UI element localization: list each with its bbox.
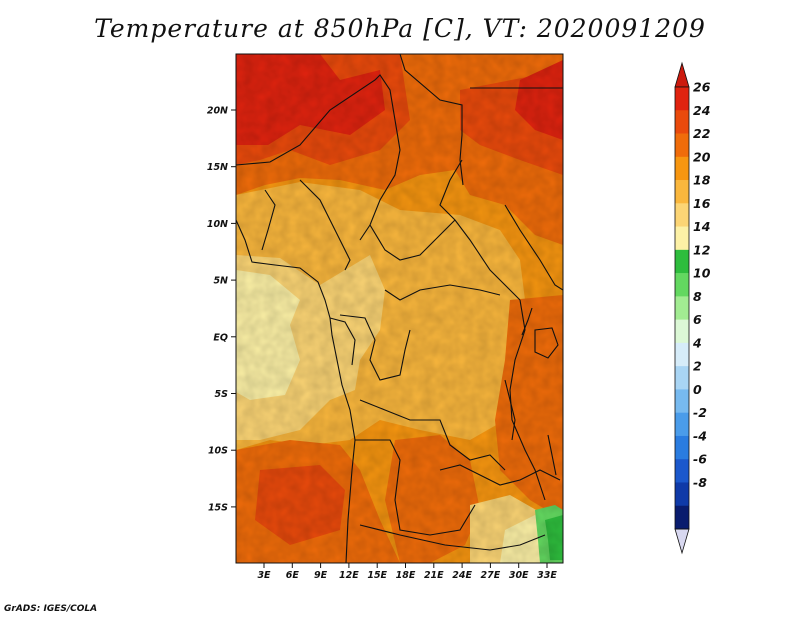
lon-label: 24E <box>452 570 472 581</box>
colorbar-segment <box>675 505 689 530</box>
temperature-field <box>236 54 563 563</box>
country-borders <box>236 54 563 563</box>
lat-label: 10N <box>207 219 228 230</box>
lat-label: 20N <box>207 106 228 117</box>
lake-albert <box>521 307 533 336</box>
colorbar-under-arrow <box>674 528 690 555</box>
colorbar-over-arrow <box>674 61 690 88</box>
lat-label: 5S <box>215 389 229 400</box>
colorbar-label: 20 <box>693 149 711 164</box>
border-horn <box>504 204 563 291</box>
border-gabon <box>329 317 356 366</box>
colorbar-label: -4 <box>693 428 707 443</box>
colorbar-segment <box>675 249 689 274</box>
colorbar-segment <box>675 180 689 204</box>
lon-label: 33E <box>537 570 557 581</box>
border-west-africa-inland <box>261 189 276 251</box>
lon-label: 12E <box>339 570 359 581</box>
colorbar-label: 24 <box>693 103 710 118</box>
colorbar-segment <box>675 87 689 111</box>
lat-label: 15N <box>207 162 228 173</box>
colorbar-segment <box>675 435 689 460</box>
border-drc-south <box>359 399 506 471</box>
border-south <box>359 524 546 551</box>
lon-label: 27E <box>481 570 501 581</box>
border-congo <box>384 284 501 301</box>
colorbar-label: 16 <box>693 196 711 211</box>
colorbar-label: -6 <box>693 452 707 467</box>
lon-label: 3E <box>257 570 271 581</box>
lat-label: 10S <box>208 446 228 457</box>
colorbar-segment <box>675 342 689 367</box>
field-grain <box>236 54 563 563</box>
colorbar-label: 14 <box>693 219 710 234</box>
colorbar-segment <box>675 482 689 507</box>
colorbar-outline <box>674 86 690 530</box>
longitude-axis: 3E 6E 9E 12E 15E 18E 21E 24E 27E 30E 33E <box>257 563 557 581</box>
border-zambia <box>439 464 561 486</box>
colorbar-segment <box>675 366 689 390</box>
border-angola <box>355 439 476 536</box>
colorbar-segment <box>675 412 689 437</box>
border-libya-egypt <box>399 54 464 186</box>
grads-credit: GrADS: IGES/COLA <box>4 604 98 614</box>
colorbar-segment <box>675 273 689 297</box>
colorbar-label: 4 <box>692 335 702 350</box>
colorbar-segment <box>675 296 689 320</box>
latitude-axis: 20N 15N 10N 5N EQ 5S 10S 15S <box>207 106 236 513</box>
colorbar-label: 18 <box>693 173 711 188</box>
colorbar-label: 22 <box>693 126 710 141</box>
colorbar-label: 0 <box>693 382 702 397</box>
colorbar-segment <box>675 156 689 181</box>
colorbar-segment <box>675 203 689 227</box>
colorbar-label: 10 <box>693 266 711 281</box>
border-sahel-north <box>236 74 401 241</box>
lat-label: 15S <box>208 502 228 513</box>
lon-label: 18E <box>396 570 416 581</box>
colorbar-segment <box>675 226 689 251</box>
lon-label: 21E <box>424 570 444 581</box>
border-nigeria-cameroon <box>299 179 351 271</box>
map-title: Temperature at 850hPa [C], VT: 202009120… <box>94 14 706 43</box>
colorbar-label: 2 <box>693 359 702 374</box>
border-car <box>369 219 456 261</box>
colorbar-label: 6 <box>693 312 702 327</box>
lake-tanganyika <box>504 379 516 441</box>
lon-label: 6E <box>286 570 300 581</box>
colorbar-segment <box>675 389 689 413</box>
border-drc-west <box>339 314 411 381</box>
colorbar-label: 26 <box>693 80 711 95</box>
colorbar-segment <box>675 110 689 134</box>
coastline-west <box>236 219 356 563</box>
lon-label: 9E <box>314 570 328 581</box>
map-frame <box>235 53 564 564</box>
colorbar-segment <box>675 459 689 483</box>
lon-label: 15E <box>367 570 387 581</box>
colorbar-label: 8 <box>693 289 702 304</box>
lon-label: 30E <box>509 570 529 581</box>
lat-label: EQ <box>213 332 228 343</box>
colorbar-label: 12 <box>693 242 710 257</box>
colorbar-label: -2 <box>693 405 707 420</box>
lat-label: 5N <box>213 276 228 287</box>
colorbar-segment <box>675 319 689 344</box>
lake-malawi <box>547 434 557 476</box>
colorbar-segment <box>675 133 689 158</box>
lake-victoria <box>534 327 559 359</box>
colorbar-label: -8 <box>693 475 707 490</box>
border-chad-sudan <box>439 159 521 301</box>
